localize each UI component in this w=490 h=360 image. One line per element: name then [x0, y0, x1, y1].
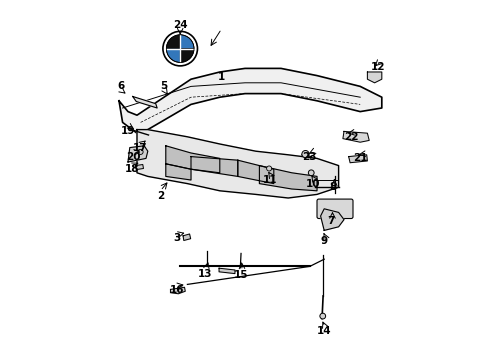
- Polygon shape: [166, 164, 191, 180]
- Polygon shape: [136, 165, 144, 170]
- Circle shape: [138, 149, 143, 154]
- Text: 23: 23: [302, 152, 317, 162]
- Polygon shape: [343, 131, 369, 142]
- Text: 20: 20: [126, 152, 141, 162]
- Circle shape: [267, 166, 271, 171]
- Wedge shape: [180, 35, 194, 49]
- Circle shape: [308, 170, 314, 176]
- Polygon shape: [238, 160, 274, 184]
- Text: 7: 7: [328, 216, 335, 226]
- Text: 22: 22: [344, 132, 359, 142]
- Text: 2: 2: [157, 191, 164, 201]
- Polygon shape: [368, 72, 382, 83]
- Circle shape: [320, 313, 326, 319]
- Polygon shape: [259, 166, 317, 191]
- Wedge shape: [167, 35, 180, 49]
- Text: 8: 8: [330, 182, 337, 192]
- Polygon shape: [137, 130, 339, 198]
- Text: 12: 12: [371, 62, 386, 72]
- Circle shape: [163, 31, 197, 66]
- Wedge shape: [180, 49, 194, 62]
- Text: 18: 18: [124, 164, 139, 174]
- Text: 6: 6: [117, 81, 124, 91]
- Text: 17: 17: [133, 143, 148, 153]
- Polygon shape: [183, 234, 191, 240]
- Text: 14: 14: [317, 326, 332, 336]
- Text: 15: 15: [234, 270, 248, 280]
- Circle shape: [302, 150, 309, 158]
- FancyBboxPatch shape: [317, 199, 353, 219]
- Text: 11: 11: [263, 175, 277, 185]
- Polygon shape: [119, 68, 382, 133]
- Text: 1: 1: [218, 72, 225, 82]
- Polygon shape: [133, 96, 157, 108]
- Polygon shape: [128, 146, 148, 162]
- Polygon shape: [166, 146, 220, 173]
- Polygon shape: [191, 157, 238, 176]
- Text: 3: 3: [173, 233, 180, 243]
- Text: 5: 5: [160, 81, 168, 91]
- Text: 13: 13: [198, 269, 213, 279]
- Text: 16: 16: [170, 285, 184, 295]
- Text: 21: 21: [353, 153, 368, 163]
- Polygon shape: [349, 155, 368, 163]
- Wedge shape: [167, 49, 180, 62]
- Text: 19: 19: [121, 126, 135, 136]
- Text: 9: 9: [320, 236, 328, 246]
- Polygon shape: [320, 209, 344, 230]
- Text: 24: 24: [173, 20, 188, 30]
- Polygon shape: [219, 268, 235, 274]
- Text: 10: 10: [306, 179, 320, 189]
- Polygon shape: [171, 287, 185, 294]
